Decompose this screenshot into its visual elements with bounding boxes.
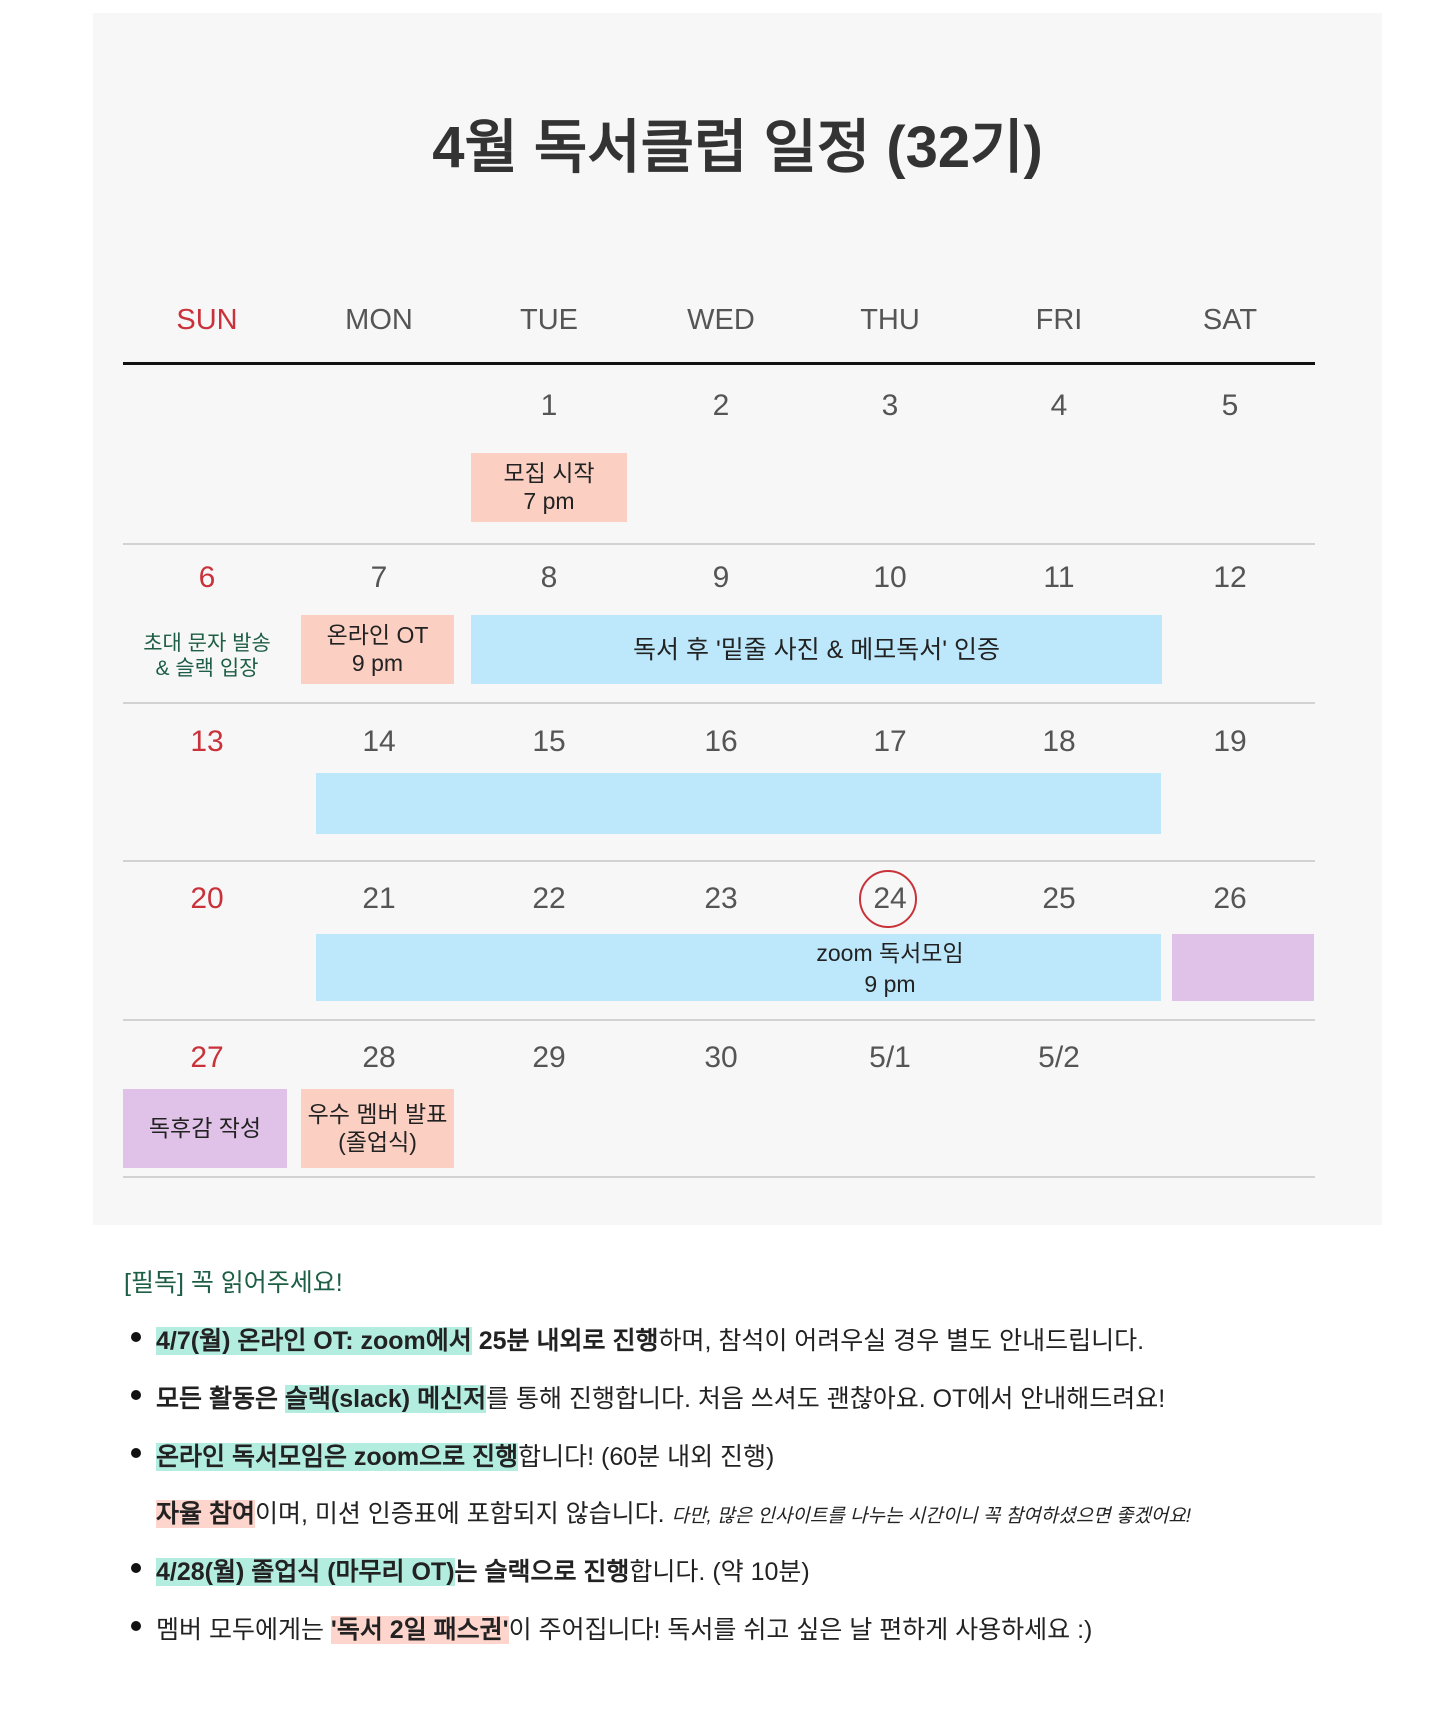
event-text: 온라인 OT xyxy=(326,621,429,648)
event-zoom-text: zoom 독서모임 9 pm xyxy=(790,938,990,1000)
event-reading-continued xyxy=(316,773,1161,834)
row-rule xyxy=(123,1176,1315,1178)
date: 14 xyxy=(362,725,396,758)
text: 를 통해 진행합니다. 처음 쓰셔도 괜찮아요. OT에서 안내해드려요! xyxy=(486,1385,1166,1413)
text: 온라인 독서모임은 zoom으로 진행 xyxy=(156,1443,519,1471)
event-text: 9 pm xyxy=(864,971,916,997)
date: 22 xyxy=(532,882,566,915)
date: 16 xyxy=(704,725,738,758)
date: 13 xyxy=(190,725,224,758)
row-rule xyxy=(123,860,1315,862)
note-item: 자율 참여이며, 미션 인증표에 포함되지 않습니다. 다만, 많은 인사이트를… xyxy=(156,1494,1191,1530)
note-item: 온라인 독서모임은 zoom으로 진행합니다! (60분 내외 진행) xyxy=(156,1437,774,1473)
date: 15 xyxy=(532,725,566,758)
event-text: 우수 멤버 발표 xyxy=(307,1100,448,1127)
date: 27 xyxy=(190,1041,224,1074)
note-item: 멤버 모두에게는 '독서 2일 패스권'이 주어집니다! 독서를 쉬고 싶은 날… xyxy=(156,1610,1092,1646)
text: 하며, 참석이 어려우실 경우 별도 안내드립니다. xyxy=(658,1327,1145,1355)
event-orientation: 온라인 OT 9 pm xyxy=(301,615,454,684)
text: 이며, 미션 인증표에 포함되지 않습니다. xyxy=(254,1500,672,1528)
event-reading: 독서 후 '밑줄 사진 & 메모독서' 인증 xyxy=(471,615,1162,684)
date: 30 xyxy=(704,1041,738,1074)
note-item: 4/28(월) 졸업식 (마무리 OT)는 슬랙으로 진행합니다. (약 10분… xyxy=(156,1552,810,1588)
event-graduation: 우수 멤버 발표 (졸업식) xyxy=(301,1089,454,1168)
date: 25 xyxy=(1042,882,1076,915)
event-zoom: zoom 독서모임 9 pm xyxy=(316,934,1161,1001)
text: 25분 내외로 진행 xyxy=(471,1327,659,1355)
notes-heading: [필독] 꼭 읽어주세요! xyxy=(124,1269,343,1297)
event-text: & 슬랙 입장 xyxy=(155,657,259,680)
weekday: MON xyxy=(345,304,413,336)
text: '독서 2일 패스권' xyxy=(330,1616,509,1644)
note-item: 모든 활동은 슬랙(slack) 메신저를 통해 진행합니다. 처음 쓰셔도 괜… xyxy=(156,1379,1165,1415)
weekday: SAT xyxy=(1202,304,1258,336)
date: 4 xyxy=(1050,389,1068,422)
note-item: 4/7(월) 온라인 OT: zoom에서 25분 내외로 진행하며, 참석이 … xyxy=(156,1321,1144,1357)
date: 24 xyxy=(873,882,907,915)
text: 합니다! (60분 내외 진행) xyxy=(518,1443,775,1471)
bullet xyxy=(131,1332,141,1342)
bullet xyxy=(131,1390,141,1400)
date: 17 xyxy=(873,725,907,758)
date: 5 xyxy=(1221,389,1239,422)
event-block xyxy=(1172,934,1314,1001)
date: 21 xyxy=(362,882,396,915)
date: 8 xyxy=(540,561,558,594)
date: 3 xyxy=(881,389,899,422)
text: 모든 활동은 xyxy=(156,1385,285,1413)
event-text: 독후감 작성 xyxy=(148,1114,262,1141)
weekday: WED xyxy=(687,304,755,336)
date: 23 xyxy=(704,882,738,915)
event-text: 7 pm xyxy=(523,487,575,514)
weekday: FRI xyxy=(1035,304,1083,336)
date: 7 xyxy=(370,561,388,594)
date: 19 xyxy=(1213,725,1247,758)
event-text: 9 pm xyxy=(351,649,404,676)
bullet xyxy=(131,1563,141,1573)
text: 4/28(월) 졸업식 (마무리 OT) xyxy=(156,1558,455,1586)
date: 10 xyxy=(873,561,907,594)
date: 5/1 xyxy=(869,1041,911,1074)
date: 11 xyxy=(1043,561,1075,594)
row-rule xyxy=(123,543,1315,545)
bullet xyxy=(131,1448,141,1458)
bullet xyxy=(131,1621,141,1631)
date: 28 xyxy=(362,1041,396,1074)
date: 18 xyxy=(1042,725,1076,758)
date: 26 xyxy=(1213,882,1247,915)
row-rule xyxy=(123,1019,1315,1021)
event-text: 독서 후 '밑줄 사진 & 메모독서' 인증 xyxy=(633,635,1000,664)
text: 자율 참여 xyxy=(156,1500,255,1528)
weekday: SUN xyxy=(176,304,238,336)
date: 29 xyxy=(532,1041,566,1074)
event-recruit: 모집 시작 7 pm xyxy=(471,453,627,522)
header-rule xyxy=(123,362,1315,365)
text: 는 슬랙으로 진행 xyxy=(454,1558,630,1586)
date: 20 xyxy=(190,882,224,915)
event-text: 모집 시작 xyxy=(503,459,595,486)
date: 9 xyxy=(712,561,730,594)
row-rule xyxy=(123,702,1315,704)
event-text: (졸업식) xyxy=(338,1128,417,1155)
today-circle xyxy=(859,870,917,928)
text: 4/7(월) 온라인 OT: zoom에서 xyxy=(156,1327,472,1355)
text: 멤버 모두에게는 xyxy=(156,1616,331,1644)
event-text: 초대 문자 발송 xyxy=(143,631,271,655)
text: 이 주어집니다! 독서를 쉬고 싶은 날 편하게 사용하세요 :) xyxy=(508,1616,1093,1644)
event-invite: 초대 문자 발송 & 슬랙 입장 xyxy=(127,625,287,687)
title: 4월 독서클럽 일정 (32기) xyxy=(432,115,1043,180)
text: 슬랙(slack) 메신저 xyxy=(284,1385,487,1413)
date: 5/2 xyxy=(1038,1041,1080,1074)
date: 6 xyxy=(198,561,216,594)
event-text: zoom 독서모임 xyxy=(816,940,964,966)
date: 2 xyxy=(712,389,730,422)
text: 다만, 많은 인사이트를 나누는 시간이니 꼭 참여하셨으면 좋겠어요! xyxy=(671,1506,1192,1527)
date: 1 xyxy=(540,389,558,422)
weekday: TUE xyxy=(520,304,578,336)
weekday: THU xyxy=(860,304,920,336)
event-review: 독후감 작성 xyxy=(123,1089,287,1168)
text: 합니다. (약 10분) xyxy=(629,1558,810,1586)
date: 12 xyxy=(1213,561,1247,594)
